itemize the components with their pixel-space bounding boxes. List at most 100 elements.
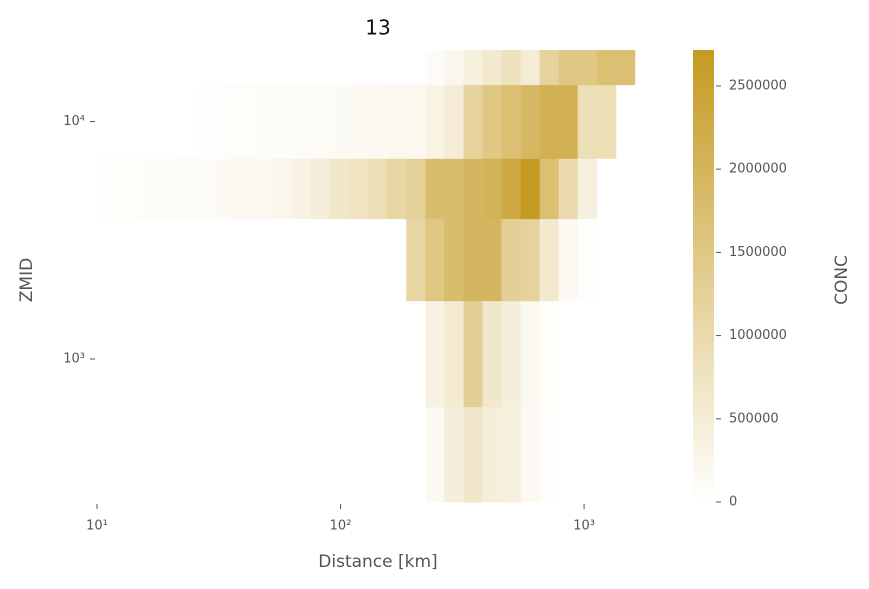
heatmap-cell <box>425 406 445 503</box>
heatmap-cell <box>386 158 407 220</box>
heatmap-cell <box>482 218 502 302</box>
heatmap-cell <box>501 218 522 302</box>
heatmap-cell <box>273 84 293 159</box>
heatmap-cell <box>482 84 502 159</box>
heatmap-cell <box>406 84 426 159</box>
heatmap-cell <box>180 158 199 220</box>
heatmap-cell <box>310 84 330 159</box>
heatmap-cell <box>482 158 502 220</box>
heatmap-cell <box>216 158 236 220</box>
heatmap-cell <box>425 158 445 220</box>
heatmap-cell <box>291 84 311 159</box>
heatmap-cell <box>539 300 560 408</box>
heatmap-cell <box>596 84 617 159</box>
colorbar-tick-label: 1500000 <box>729 245 787 260</box>
heatmap-cell <box>235 84 255 159</box>
colorbar <box>693 50 714 502</box>
heatmap-cell <box>577 84 598 159</box>
heatmap-cell <box>463 158 484 220</box>
heatmap-cell <box>368 84 388 159</box>
colorbar-tick-label: 2500000 <box>729 78 787 93</box>
heatmap-cell <box>139 158 160 220</box>
heatmap-cell <box>348 158 369 220</box>
heatmap-cell <box>253 84 274 159</box>
colorbar-tick-label: 0 <box>729 495 737 510</box>
chart-title: 13 <box>365 16 390 40</box>
heatmap-cell <box>463 406 484 503</box>
heatmap-cell <box>310 158 330 220</box>
heatmap-cell <box>253 158 274 220</box>
heatmap-cell <box>463 50 484 86</box>
heatmap-cell <box>329 158 350 220</box>
heatmap-cell <box>386 84 407 159</box>
heatmap-cell <box>425 218 445 302</box>
heatmap-cell <box>444 218 465 302</box>
heatmap-cell <box>463 300 484 408</box>
heatmap-cell <box>291 158 311 220</box>
heatmap-cell <box>329 84 350 159</box>
heatmap-cell <box>235 158 255 220</box>
heatmap-cell <box>463 84 484 159</box>
heatmap-cell <box>558 158 579 220</box>
heatmap-cell <box>198 158 218 220</box>
colorbar-label: CONC <box>832 255 852 305</box>
colorbar-tick-label: 2000000 <box>729 162 787 177</box>
heatmap-cell <box>482 406 502 503</box>
heatmap-cell <box>97 158 117 220</box>
x-tick-label: 10³ <box>573 519 595 534</box>
heatmap-cell <box>116 158 141 220</box>
heatmap-cell <box>406 218 426 302</box>
x-axis-label: Distance [km] <box>318 552 437 572</box>
heatmap-cell <box>444 50 465 86</box>
heatmap-cell <box>273 158 293 220</box>
heatmap-cell <box>444 406 465 503</box>
heatmap-cell <box>198 84 218 159</box>
heatmap-cell <box>406 158 426 220</box>
heatmap-cell <box>539 158 560 220</box>
heatmap-cell <box>425 84 445 159</box>
heatmap-cell <box>501 84 522 159</box>
colorbar-tick-label: 500000 <box>729 411 779 426</box>
heatmap-cell <box>159 158 181 220</box>
heatmap-cell <box>520 300 541 408</box>
colorbar-tick-label: 1000000 <box>729 328 787 343</box>
heatmap-cell <box>501 300 522 408</box>
heatmap-cell <box>520 218 541 302</box>
y-tick-label: 10³ <box>63 352 85 367</box>
heatmap-cell <box>615 50 636 86</box>
x-tick-label: 10² <box>330 519 352 534</box>
heatmap-cell <box>520 84 541 159</box>
heatmap-cell <box>577 218 598 302</box>
heatmap-cell <box>482 50 502 86</box>
heatmap-cell <box>444 84 465 159</box>
heatmap-cell <box>596 50 617 86</box>
heatmap-cell <box>348 84 369 159</box>
heatmap-cell <box>425 300 445 408</box>
heatmap-cell <box>368 158 388 220</box>
heatmap-cell <box>577 50 598 86</box>
heatmap-cell <box>558 218 579 302</box>
heatmap-cell <box>216 84 236 159</box>
y-axis-label: ZMID <box>17 258 37 302</box>
heatmap-cell <box>444 158 465 220</box>
heatmap-cell <box>539 406 560 503</box>
heatmap-cell <box>539 218 560 302</box>
heatmap-cell <box>501 50 522 86</box>
heatmap-cell <box>577 158 598 220</box>
x-tick-label: 10¹ <box>86 519 108 534</box>
heatmap-cell <box>558 84 579 159</box>
heatmap-cell <box>520 158 541 220</box>
y-tick-label: 10⁴ <box>63 114 85 129</box>
heatmap-cell <box>463 218 484 302</box>
heatmap-cell <box>520 406 541 503</box>
heatmap-cell <box>501 406 522 503</box>
heatmap-cell <box>558 50 579 86</box>
heatmap-cell <box>539 50 560 86</box>
heatmap-cell <box>444 300 465 408</box>
heatmap-cell <box>520 50 541 86</box>
heatmap-cell <box>482 300 502 408</box>
heatmap-cell <box>501 158 522 220</box>
heatmap-cell <box>425 50 445 86</box>
heatmap-cell <box>539 84 560 159</box>
